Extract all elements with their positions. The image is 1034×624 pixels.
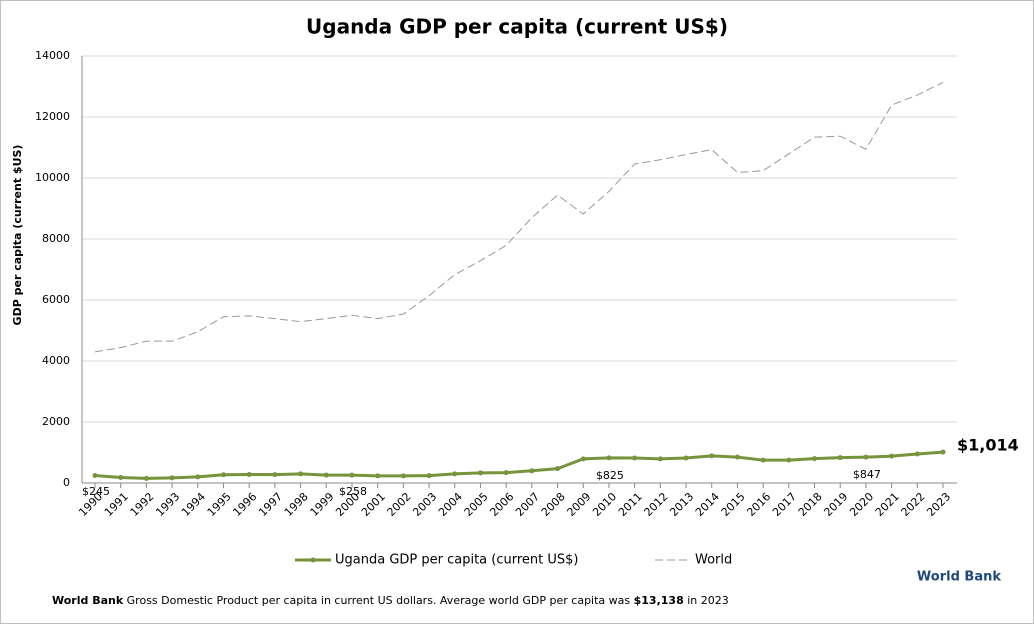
value-label: $1,014	[957, 436, 1019, 455]
value-label: $825	[596, 469, 624, 482]
y-tick-label: 14000	[35, 49, 70, 62]
point	[940, 449, 946, 455]
series-line	[94, 450, 944, 480]
y-tick-label: 4000	[42, 354, 70, 367]
point	[529, 468, 535, 474]
point	[477, 470, 483, 476]
point	[246, 471, 252, 477]
point	[220, 472, 226, 478]
value-label: $258	[339, 485, 367, 498]
series-line	[94, 81, 944, 353]
y-tick-label: 0	[63, 476, 70, 489]
point	[323, 472, 329, 478]
point	[349, 472, 355, 478]
point	[889, 453, 895, 459]
point	[632, 455, 638, 461]
point	[169, 475, 175, 481]
legend-label: Uganda GDP per capita (current US$)	[335, 553, 579, 568]
point	[503, 470, 509, 476]
point	[143, 475, 149, 481]
point	[606, 455, 612, 461]
legend-marker	[310, 557, 316, 563]
point	[657, 456, 663, 462]
point	[400, 473, 406, 479]
point	[837, 455, 843, 461]
y-tick-label: 6000	[42, 293, 70, 306]
point	[863, 454, 869, 460]
footnote-value: $13,138	[634, 594, 684, 607]
point	[118, 475, 124, 481]
footnote: World Bank Gross Domestic Product per ca…	[52, 594, 729, 607]
value-label: $245	[82, 485, 110, 498]
point	[580, 456, 586, 462]
y-tick-label: 2000	[42, 415, 70, 428]
point	[272, 472, 278, 478]
y-tick-label: 8000	[42, 232, 70, 245]
point	[298, 471, 304, 477]
point	[92, 473, 98, 479]
y-tick-label: 12000	[35, 110, 70, 123]
point	[683, 455, 689, 461]
brand: World Bank	[917, 570, 1001, 585]
point	[760, 457, 766, 463]
point	[734, 454, 740, 460]
legend-label: World	[695, 553, 732, 568]
y-tick-label: 10000	[35, 171, 70, 184]
point	[375, 473, 381, 479]
footnote-suffix: in 2023	[687, 594, 729, 607]
point	[452, 471, 458, 477]
chart-title: Uganda GDP per capita (current US$)	[306, 15, 728, 39]
point	[555, 466, 561, 472]
footnote-text: Gross Domestic Product per capita in cur…	[127, 594, 631, 607]
point	[709, 453, 715, 459]
point	[195, 474, 201, 480]
footnote-source: World Bank	[52, 594, 124, 607]
point	[786, 457, 792, 463]
y-axis-label: GDP per capita (current $US)	[11, 145, 24, 326]
value-label: $847	[853, 468, 881, 481]
point	[426, 473, 432, 479]
point	[812, 456, 818, 462]
point	[914, 451, 920, 457]
